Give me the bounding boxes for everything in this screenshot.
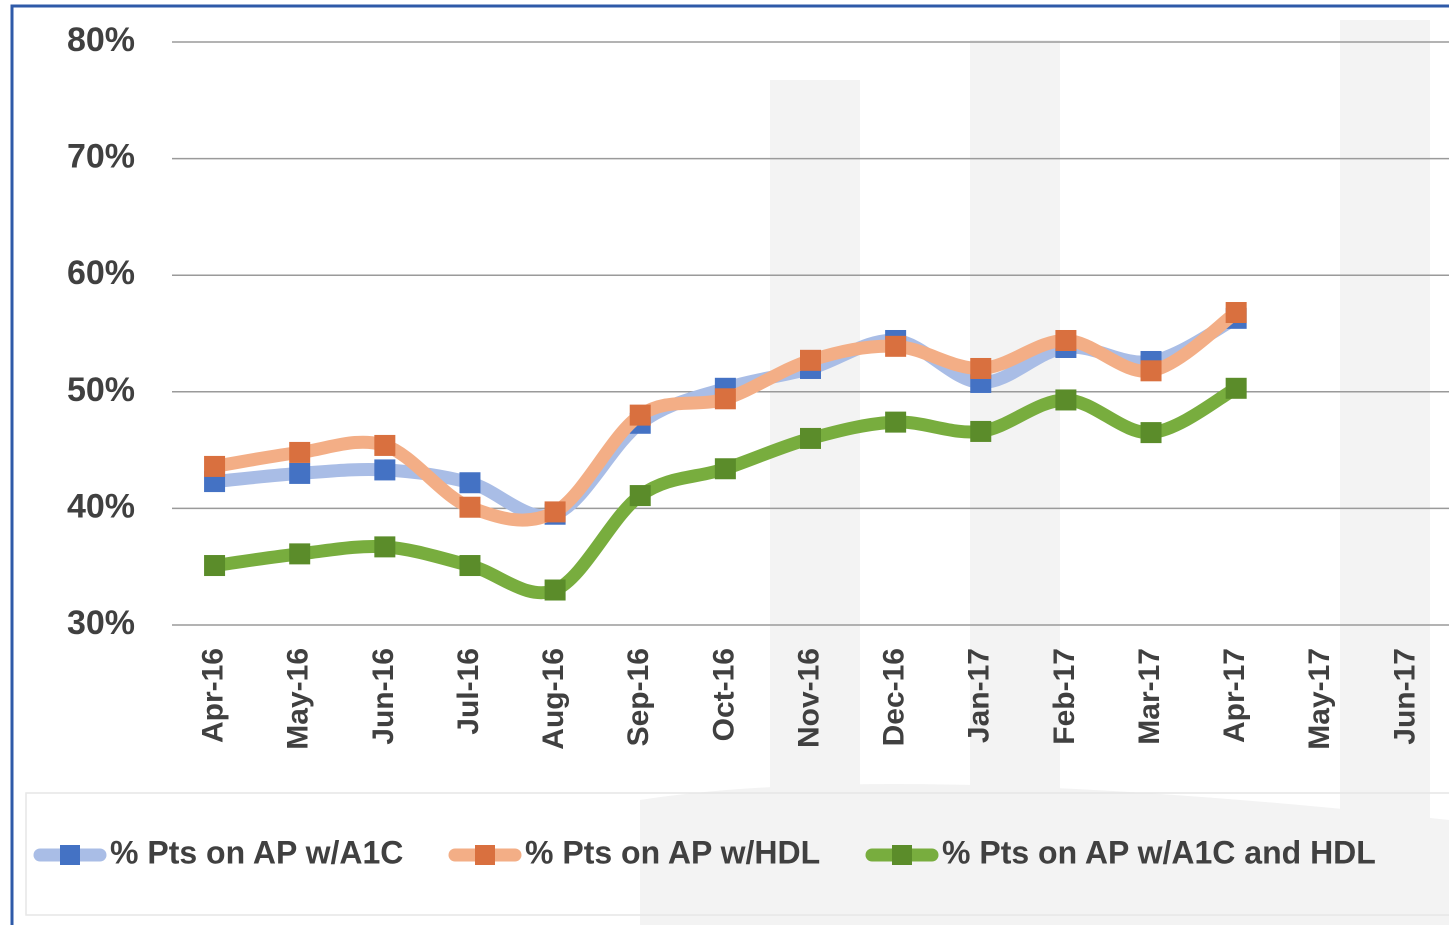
marker [885,411,907,433]
marker [1055,389,1077,411]
x-tick-label: Nov-16 [792,648,825,748]
x-tick-label: Aug-16 [537,648,570,750]
marker [1140,360,1162,382]
marker [800,349,821,371]
marker [970,357,992,379]
legend-label: % Pts on AP w/A1C [110,834,403,870]
marker [970,420,992,442]
legend-key-marker [475,845,495,865]
marker [1140,422,1162,444]
marker [374,459,396,481]
marker [289,462,311,484]
marker [714,388,736,410]
x-tick-label: Jan-17 [963,648,996,743]
marker [629,404,651,426]
x-tick-label: Jun-17 [1388,648,1421,745]
marker [629,485,651,507]
x-tick-label: May-17 [1303,648,1336,750]
x-tick-label: Sep-16 [622,648,655,746]
marker [544,579,566,601]
x-tick-label: May-16 [282,648,315,750]
y-tick-label: 30% [67,604,135,642]
x-tick-label: Feb-17 [1048,648,1081,745]
y-tick-label: 40% [67,487,135,525]
y-tick-label: 80% [67,21,135,59]
frame [10,4,1449,925]
legend-label: % Pts on AP w/HDL [525,834,820,870]
marker [374,536,396,558]
x-tick-label: Dec-16 [878,648,911,746]
marker [289,441,311,463]
marker [1055,329,1077,351]
marker [714,458,736,480]
y-tick-label: 70% [67,138,135,176]
marker [204,555,226,577]
x-tick-label: Apr-16 [196,648,229,743]
legend-label: % Pts on AP w/A1C and HDL [942,834,1376,870]
legend-key-marker [60,845,80,865]
marker [544,501,566,523]
marker [1225,302,1247,324]
marker [374,434,396,456]
marker [459,496,481,518]
marker [459,555,481,577]
marker [885,335,907,357]
marker [289,543,311,565]
x-tick-label: Oct-16 [707,648,740,741]
watermark [640,20,1449,925]
series-line [208,381,1243,600]
marker [459,472,481,494]
legend-box [25,792,1449,916]
x-tick-label: Jul-16 [452,648,485,735]
x-tick-label: Apr-17 [1218,648,1251,743]
legend: % Pts on AP w/A1C % Pts on AP w/HDL % Pts … [33,834,1376,870]
marker [204,455,226,477]
series-line [208,306,1243,527]
marker [800,427,821,449]
x-tick-label: Jun-16 [367,648,400,745]
y-tick-label: 50% [67,371,135,409]
x-tick-label: Mar-17 [1133,648,1166,745]
marker [1225,377,1247,399]
y-tick-label: 60% [67,254,135,292]
legend-key-marker [892,845,912,865]
